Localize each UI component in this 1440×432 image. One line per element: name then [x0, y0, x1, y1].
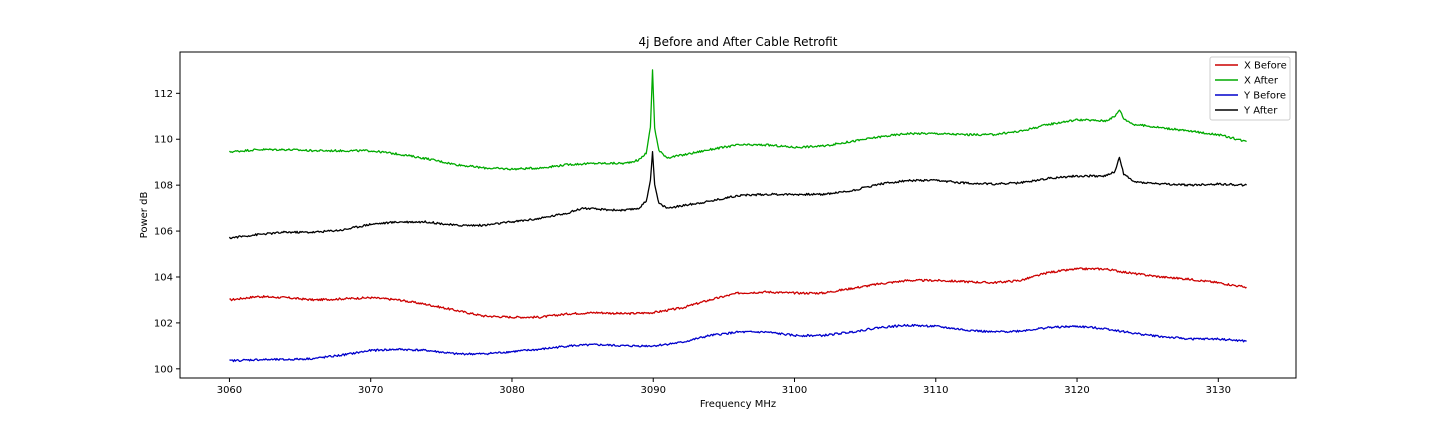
series-line-x-after	[228, 69, 1247, 171]
x-tick-label: 3110	[923, 385, 948, 396]
legend-label: Y Before	[1243, 91, 1286, 102]
x-tick-label: 3080	[499, 385, 524, 396]
series-line-y-after	[228, 151, 1247, 240]
plot-area	[179, 51, 1297, 379]
y-tick-label: 100	[154, 364, 173, 375]
x-tick-label: 3130	[1206, 385, 1231, 396]
chart-title: 4j Before and After Cable Retrofit	[639, 35, 838, 49]
y-axis: 100 102 104 106 108 110 112	[154, 89, 180, 375]
y-tick-label: 112	[154, 89, 173, 100]
legend-label: X After	[1244, 76, 1279, 87]
x-tick-label: 3100	[782, 385, 807, 396]
legend: X Before X After Y Before Y After	[1209, 56, 1291, 121]
y-axis-label: Power dB	[139, 192, 150, 239]
series-line-x-before	[229, 267, 1247, 319]
legend-label: Y After	[1243, 106, 1278, 117]
x-axis-label: Frequency MHz	[700, 399, 776, 410]
y-tick-label: 106	[154, 227, 173, 238]
x-tick-label: 3070	[358, 385, 383, 396]
y-tick-label: 102	[154, 318, 173, 329]
legend-frame	[1209, 56, 1291, 121]
x-tick-label: 3060	[217, 385, 242, 396]
y-tick-label: 104	[154, 272, 173, 283]
x-tick-label: 3120	[1064, 385, 1089, 396]
plot-frame	[179, 51, 1297, 379]
series-layer	[228, 69, 1247, 363]
x-axis: 3060 3070 3080 3090 3100 3110 3120 3130	[217, 378, 1231, 396]
series-line-y-before	[229, 323, 1247, 363]
y-tick-label: 108	[154, 181, 173, 192]
y-tick-label: 110	[154, 135, 173, 146]
x-tick-label: 3090	[641, 385, 666, 396]
legend-label: X Before	[1244, 61, 1287, 72]
